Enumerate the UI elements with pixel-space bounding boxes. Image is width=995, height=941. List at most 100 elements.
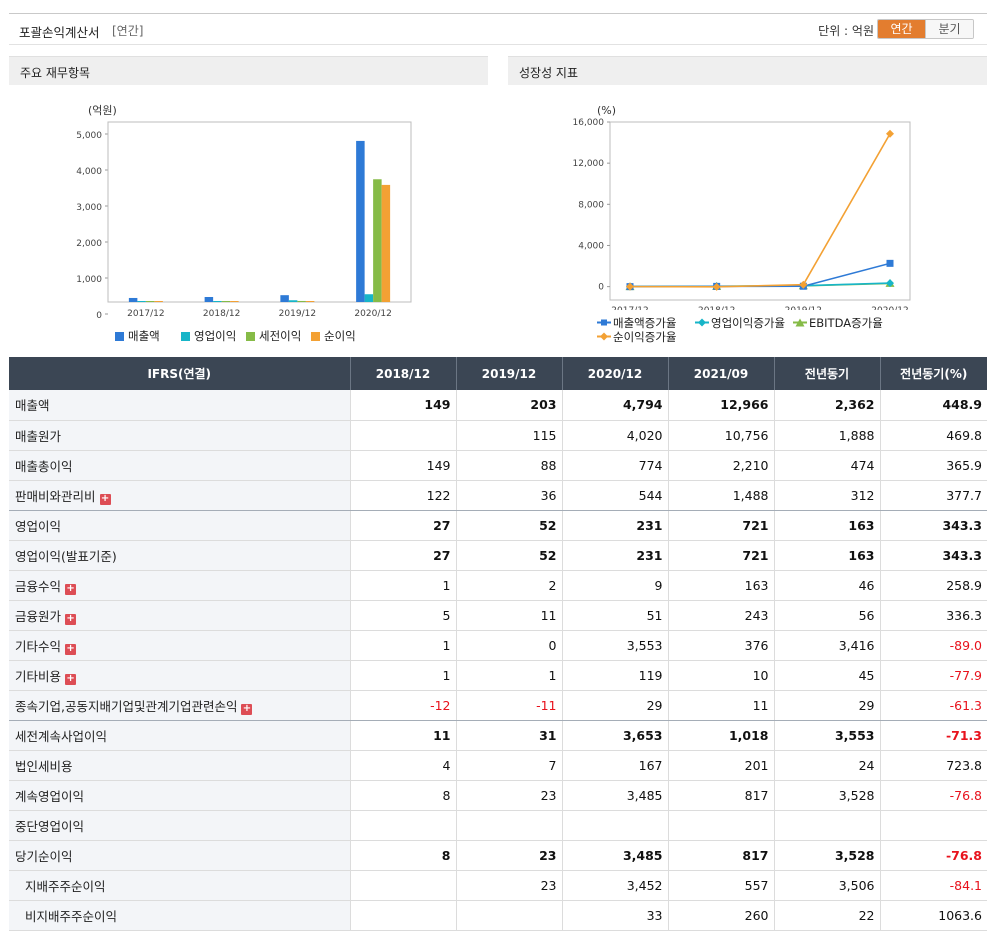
table-cell: 774: [561, 450, 668, 481]
row-label: 비지배주주순이익: [25, 908, 118, 924]
table-cell: [667, 810, 774, 841]
expand-plus-icon[interactable]: +: [65, 642, 77, 655]
table-cell: 376: [667, 630, 774, 661]
row-label-cell: 세전계속사업이익: [9, 720, 350, 751]
line-point-3-3: [886, 129, 894, 138]
line-point-3-0: [626, 282, 634, 291]
table-cell: 24: [773, 750, 880, 781]
table-cell: 723.8: [879, 750, 987, 781]
table-cell: 1,888: [773, 420, 880, 451]
table-cell: 201: [667, 750, 774, 781]
table-row: 기타비용 +1 1 119 10 45 -77.9: [9, 660, 987, 691]
table-cell: 149: [349, 390, 456, 421]
table-cell: [455, 810, 562, 841]
table-row: 영업이익(발표기준) 27 52 231 721 163 343.3: [9, 540, 987, 571]
bar-3-3: [381, 184, 391, 302]
row-label-cell: 기타수익 +: [9, 630, 350, 661]
table-cell: 119: [561, 660, 668, 691]
row-label: 기타비용: [15, 668, 62, 684]
line-y-tick-label: 16,000: [573, 118, 605, 128]
legend-operating-income-growth: 영업이익증가율: [695, 315, 785, 331]
table-cell: 8: [349, 840, 456, 871]
table-cell: 343.3: [879, 540, 987, 571]
table-cell: 258.9: [879, 570, 987, 601]
line-point-1-3: [886, 279, 894, 288]
table-cell: 3,653: [561, 720, 668, 751]
legend-net-income-growth: 순이익증가율: [597, 329, 676, 345]
expand-plus-icon[interactable]: +: [65, 672, 77, 685]
row-label-cell: 당기순이익: [9, 840, 350, 871]
line-x-tick-label: 2017/12: [611, 306, 648, 310]
table-cell: 10,756: [667, 420, 774, 451]
table-cell: 1: [455, 660, 562, 691]
table-row: 중단영업이익: [9, 810, 987, 841]
row-label: 매출액: [15, 398, 50, 414]
table-cell: 4,020: [561, 420, 668, 451]
table-row: 기타수익 +1 0 3,553 376 3,416 -89.0: [9, 630, 987, 661]
row-label: 계속영업이익: [15, 788, 85, 804]
bar-y-tick-label: 0: [96, 311, 102, 321]
table-cell: -89.0: [879, 630, 987, 661]
expand-plus-icon[interactable]: +: [65, 612, 77, 625]
bar-plot-area: [107, 121, 412, 303]
line-x-tick-label: 2020/12: [871, 306, 908, 310]
table-cell: 4,794: [561, 390, 668, 421]
table-cell: 52: [455, 510, 562, 541]
row-label: 세전계속사업이익: [15, 728, 108, 744]
column-header: 2021/09: [667, 357, 774, 390]
table-cell: [349, 900, 456, 931]
table-cell: 2,210: [667, 450, 774, 481]
table-cell: -77.9: [879, 660, 987, 691]
table-cell: 23: [455, 840, 562, 871]
table-cell: -61.3: [879, 690, 987, 721]
row-label-cell: 지배주주순이익: [9, 870, 350, 901]
bar-chart-legend: 매출액 영업이익 세전이익 순이익: [115, 328, 415, 344]
table-cell: 2,362: [773, 390, 880, 421]
row-label: 판매비와관리비: [15, 488, 96, 504]
table-cell: 1: [349, 570, 456, 601]
table-row: 계속영업이익 8 23 3,485 817 3,528 -76.8: [9, 780, 987, 811]
table-row: 판매비와관리비 +122 36 544 1,488 312 377.7: [9, 480, 987, 511]
expand-plus-icon[interactable]: +: [99, 492, 111, 505]
table-cell: 365.9: [879, 450, 987, 481]
table-cell: 3,485: [561, 780, 668, 811]
table-cell: 203: [455, 390, 562, 421]
bar-3-0: [154, 301, 163, 302]
annual-tab[interactable]: 연간: [878, 20, 925, 38]
column-header: 2020/12: [561, 357, 668, 390]
period-toggle[interactable]: 연간 분기: [877, 19, 974, 39]
quarterly-tab[interactable]: 분기: [925, 20, 973, 38]
row-label: 영업이익(발표기준): [15, 548, 117, 564]
expand-plus-icon[interactable]: +: [241, 702, 253, 715]
bar-y-tick-label: 3,000: [76, 203, 102, 213]
bar-1-3: [364, 294, 374, 302]
table-cell: 11: [455, 600, 562, 631]
bar-x-tick-label: 2019/12: [279, 309, 316, 319]
growth-panel-header: 성장성 지표: [508, 56, 987, 85]
table-cell: 3,416: [773, 630, 880, 661]
table-cell: 122: [349, 480, 456, 511]
table-cell: [773, 810, 880, 841]
legend-ebitda-growth: EBITDA증가율: [793, 315, 883, 331]
table-cell: 163: [773, 540, 880, 571]
row-label: 기타수익: [15, 638, 62, 654]
table-row: 지배주주순이익 23 3,452 557 3,506 -84.1: [9, 870, 987, 901]
row-label-cell: 중단영업이익: [9, 810, 350, 841]
statement-title: 포괄손익계산서: [19, 25, 100, 40]
table-cell: 23: [455, 780, 562, 811]
table-cell: 448.9: [879, 390, 987, 421]
statement-header: 포괄손익계산서 [연간] 단위 : 억원 연간 분기: [9, 13, 987, 45]
table-cell: 7: [455, 750, 562, 781]
table-cell: 0: [455, 630, 562, 661]
legend-sales-growth: 매출액증가율: [597, 315, 676, 331]
bar-x-tick-label: 2020/12: [354, 309, 391, 319]
table-cell: [879, 810, 987, 841]
row-label-cell: 매출액: [9, 390, 350, 421]
table-row: 종속기업,공동지배기업및관계기업관련손익 + -12 -11 29 11 29 -61.3: [9, 690, 987, 721]
line-point-0-3: [886, 259, 894, 267]
row-label-cell: 기타비용 +: [9, 660, 350, 691]
table-cell: 56: [773, 600, 880, 631]
expand-plus-icon[interactable]: +: [65, 582, 77, 595]
row-label-cell: 금융수익 +: [9, 570, 350, 601]
row-label-cell: 영업이익: [9, 510, 350, 541]
